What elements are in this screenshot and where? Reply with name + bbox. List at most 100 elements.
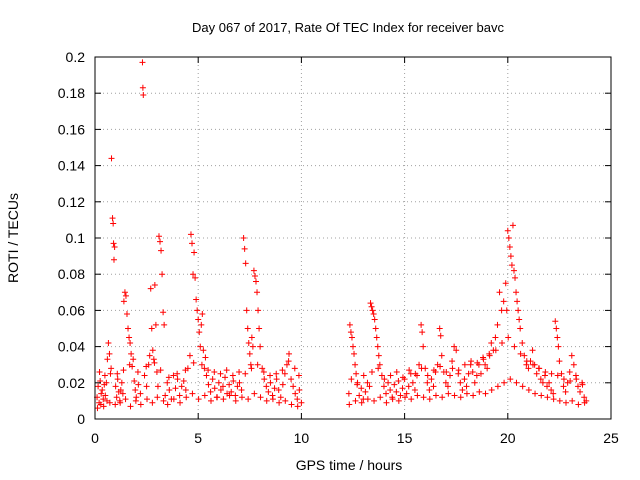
data-point [575,401,582,408]
data-point [260,368,267,375]
data-point [511,343,518,350]
data-point [574,383,581,390]
x-tick-label: 10 [294,430,310,446]
data-point [373,334,380,341]
data-point [405,383,412,390]
data-point [162,392,169,399]
data-point [211,385,218,392]
data-point [451,392,458,399]
data-point [113,394,120,401]
data-point [470,392,477,399]
data-point [125,325,132,332]
data-point [380,383,387,390]
data-point [174,376,181,383]
data-point [105,339,112,346]
data-point [486,352,493,359]
data-point [295,372,302,379]
data-point [581,394,588,401]
data-point [469,368,476,375]
data-point [463,390,470,397]
data-point [172,385,179,392]
data-point [240,235,247,241]
data-point [160,397,167,404]
y-tick-label: 0.12 [58,194,85,210]
data-point [416,361,423,368]
data-point [473,372,480,379]
data-point [276,399,283,406]
data-point [484,365,491,372]
data-point [238,394,245,401]
data-point [152,321,159,328]
data-point [186,352,193,359]
data-point [579,381,586,388]
data-point [128,350,135,357]
data-point [548,370,555,377]
data-point [182,367,189,374]
data-point [127,339,134,346]
data-point [112,401,119,408]
data-point [360,372,367,379]
data-point [283,361,290,368]
data-point [248,334,255,341]
data-point [471,379,478,386]
data-point [155,233,162,240]
data-point [149,347,156,354]
data-point [164,401,171,408]
data-point [267,379,274,386]
data-point [117,399,124,406]
data-point [514,298,521,305]
data-point [139,84,146,91]
data-point [285,358,292,365]
data-point [581,399,588,406]
data-point [395,377,402,384]
data-point [449,358,456,365]
data-point [480,356,487,363]
data-point [111,244,118,251]
data-point [362,388,369,395]
data-point [108,155,115,162]
y-tick-label: 0 [77,411,85,427]
data-point [137,390,144,397]
data-point [117,387,124,394]
data-point [461,361,468,368]
data-point [158,247,165,254]
data-point [548,387,555,394]
data-point [358,399,365,406]
y-tick-label: 0.16 [58,121,85,137]
data-point [242,260,249,267]
data-point [348,376,355,383]
data-point [230,377,237,384]
data-point [529,347,536,354]
data-point [157,238,164,245]
data-point [442,379,449,386]
data-point [197,343,204,350]
data-point [488,339,495,346]
data-point [146,352,153,359]
data-point [194,307,201,314]
data-point [223,367,230,374]
data-point [517,325,524,332]
data-point [214,394,221,401]
data-point [205,367,212,374]
data-point [95,383,102,390]
data-point [226,392,233,399]
data-point [457,394,464,401]
data-point [174,370,181,377]
data-point [189,240,196,247]
y-tick-label: 0.06 [58,302,85,318]
data-point [247,361,254,368]
x-tick-labels: 0 5 10 15 20 25 [91,430,619,446]
data-point [114,376,121,383]
data-point [120,367,127,374]
data-point [205,381,212,388]
data-point [366,383,373,390]
data-point [567,377,574,384]
data-point [110,220,117,227]
data-point [149,399,156,406]
data-point [395,397,402,404]
data-point [119,390,126,397]
data-point [238,387,245,394]
data-point [257,343,264,350]
data-point [232,392,239,399]
data-point [288,401,295,408]
